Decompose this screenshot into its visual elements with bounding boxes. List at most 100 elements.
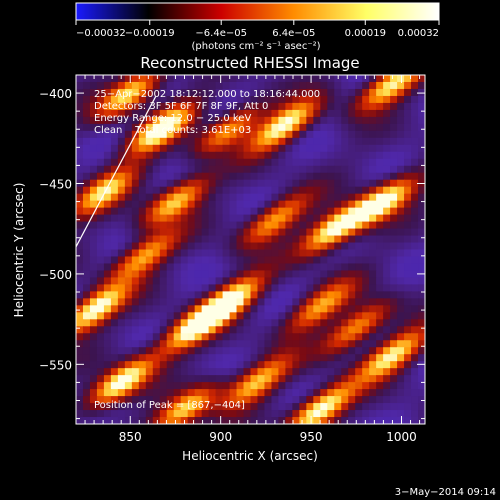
- heatmap-pixel: [383, 172, 391, 181]
- heatmap-pixel: [110, 130, 119, 139]
- heatmap-pixel: [418, 109, 425, 118]
- heatmap-pixel: [362, 95, 370, 104]
- heatmap-pixel: [376, 305, 384, 313]
- heatmap-pixel: [362, 326, 370, 334]
- heatmap-pixel: [187, 144, 196, 153]
- heatmap-pixel: [166, 277, 175, 285]
- heatmap-pixel: [222, 263, 231, 272]
- heatmap-pixel: [264, 312, 273, 320]
- heatmap-pixel: [376, 144, 384, 153]
- heatmap-pixel: [243, 193, 252, 202]
- heatmap-pixel: [96, 179, 105, 188]
- heatmap-pixel: [320, 333, 328, 341]
- heatmap-pixel: [278, 319, 286, 327]
- heatmap-pixel: [236, 172, 245, 181]
- heatmap-pixel: [194, 151, 203, 160]
- heatmap-pixel: [229, 347, 238, 355]
- heatmap-pixel: [362, 347, 370, 355]
- heatmap-pixel: [383, 417, 391, 424]
- heatmap-pixel: [166, 242, 175, 251]
- heatmap-pixel: [110, 214, 119, 223]
- heatmap-pixel: [131, 242, 140, 251]
- heatmap-pixel: [201, 361, 210, 369]
- heatmap-pixel: [96, 375, 105, 383]
- heatmap-pixel: [362, 186, 370, 195]
- heatmap-pixel: [257, 214, 266, 223]
- heatmap-pixel: [271, 81, 280, 90]
- heatmap-pixel: [362, 214, 370, 223]
- heatmap-pixel: [145, 256, 154, 265]
- heatmap-pixel: [131, 102, 140, 111]
- heatmap-pixel: [222, 305, 231, 313]
- heatmap-pixel: [341, 396, 349, 404]
- heatmap-pixel: [173, 319, 182, 327]
- heatmap-pixel: [222, 256, 231, 265]
- heatmap-pixel: [383, 347, 391, 355]
- heatmap-pixel: [243, 165, 252, 174]
- heatmap-pixel: [222, 396, 231, 404]
- heatmap-pixel: [222, 333, 231, 341]
- heatmap-pixel: [257, 396, 266, 404]
- heatmap-pixel: [152, 165, 161, 174]
- heatmap-pixel: [82, 375, 91, 383]
- heatmap-pixel: [327, 347, 335, 355]
- heatmap-pixel: [411, 228, 419, 237]
- heatmap-pixel: [271, 340, 280, 348]
- heatmap-pixel: [264, 305, 273, 313]
- heatmap-pixel: [404, 214, 412, 223]
- heatmap-pixel: [313, 137, 321, 146]
- heatmap-pixel: [138, 256, 147, 265]
- heatmap-pixel: [194, 347, 203, 355]
- heatmap-pixel: [124, 298, 133, 306]
- heatmap-pixel: [152, 242, 161, 251]
- heatmap-pixel: [257, 242, 266, 251]
- heatmap-pixel: [180, 389, 189, 397]
- heatmap-pixel: [138, 298, 147, 306]
- colorbar: [75, 2, 440, 21]
- heatmap-pixel: [96, 207, 105, 216]
- heatmap-pixel: [348, 207, 356, 216]
- annotation-energy-range: Energy Range: 12.0 − 25.0 keV: [94, 113, 251, 124]
- heatmap-pixel: [411, 109, 419, 118]
- heatmap-pixel: [411, 165, 419, 174]
- heatmap-pixel: [236, 88, 245, 97]
- heatmap-pixel: [369, 249, 377, 258]
- heatmap-pixel: [404, 396, 412, 404]
- heatmap-pixel: [229, 130, 238, 139]
- heatmap-pixel: [187, 270, 196, 279]
- heatmap-pixel: [362, 144, 370, 153]
- heatmap-pixel: [390, 81, 398, 90]
- heatmap-pixel: [299, 109, 307, 118]
- heatmap-pixel: [243, 389, 252, 397]
- heatmap-pixel: [159, 417, 168, 424]
- heatmap-pixel: [236, 130, 245, 139]
- heatmap-pixel: [299, 263, 307, 272]
- heatmap-pixel: [390, 417, 398, 424]
- heatmap-pixel: [327, 403, 335, 411]
- heatmap-pixel: [285, 298, 293, 306]
- heatmap-pixel: [215, 123, 224, 132]
- annotation-peak-position: Position of Peak = [867,−404]: [94, 400, 245, 411]
- heatmap-pixel: [404, 165, 412, 174]
- heatmap-pixel: [180, 81, 189, 90]
- heatmap-pixel: [103, 403, 112, 411]
- heatmap-pixel: [362, 354, 370, 362]
- chart-title: Reconstructed RHESSI Image: [140, 54, 359, 72]
- heatmap-pixel: [369, 333, 377, 341]
- heatmap-pixel: [411, 305, 419, 313]
- heatmap-pixel: [418, 396, 425, 404]
- heatmap-pixel: [166, 270, 175, 279]
- heatmap-pixel: [264, 340, 273, 348]
- heatmap-pixel: [215, 410, 224, 418]
- heatmap-pixel: [418, 137, 425, 146]
- heatmap-pixel: [229, 221, 238, 230]
- heatmap-pixel: [250, 214, 259, 223]
- heatmap-pixel: [159, 277, 168, 285]
- x-tick-label: 850: [119, 430, 142, 444]
- heatmap-pixel: [82, 263, 91, 272]
- heatmap-pixel: [278, 410, 286, 418]
- heatmap-pixel: [250, 263, 259, 272]
- heatmap-pixel: [313, 165, 321, 174]
- heatmap-pixel: [376, 312, 384, 320]
- heatmap-pixel: [117, 291, 126, 299]
